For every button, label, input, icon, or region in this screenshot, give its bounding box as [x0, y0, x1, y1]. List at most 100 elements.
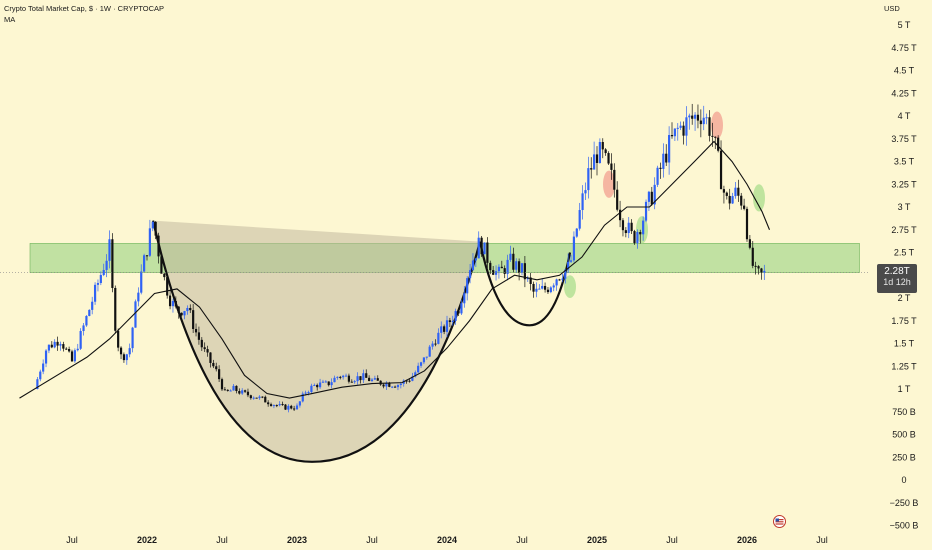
y-tick-label: 3 T	[898, 202, 911, 212]
candle-body	[613, 169, 616, 190]
candle-body	[298, 401, 301, 406]
currency-label[interactable]: USD	[884, 4, 900, 13]
candle-body	[238, 391, 241, 394]
candle-body	[102, 269, 105, 276]
candle-body	[391, 386, 394, 388]
candle-body	[642, 220, 645, 235]
green-highlight-1	[636, 216, 648, 244]
candle-body	[143, 255, 146, 272]
x-tick-label: Jul	[216, 535, 228, 545]
candle-body	[665, 153, 668, 163]
candle-body	[168, 295, 172, 307]
y-tick-label: 1.5 T	[894, 339, 915, 349]
x-tick-label: 2025	[587, 535, 607, 545]
candle-body	[751, 247, 754, 266]
candle-body	[466, 278, 469, 294]
candle-body	[676, 127, 679, 129]
candle-body	[151, 221, 154, 229]
candle-body	[454, 310, 457, 321]
candle-body	[373, 378, 376, 380]
last-price-label: 2.28T 1d 12h	[877, 264, 917, 293]
candle-body	[512, 253, 515, 270]
red-highlight-2	[711, 111, 723, 139]
green-highlight-3	[564, 275, 576, 298]
candle-body	[699, 120, 702, 125]
candle-body	[630, 222, 633, 232]
x-tick-label: Jul	[366, 535, 378, 545]
candle-body	[223, 389, 226, 391]
candle-body	[754, 265, 757, 267]
candle-body	[624, 230, 627, 234]
candle-body	[93, 284, 97, 302]
candle-body	[192, 310, 195, 329]
candle-body	[108, 239, 111, 261]
x-tick-label: 2023	[287, 535, 307, 545]
candle-body	[725, 192, 728, 196]
candle-body	[272, 405, 276, 407]
candle-body	[301, 393, 304, 402]
candle-body	[477, 237, 480, 259]
candle-body	[515, 261, 518, 270]
candle-body	[688, 115, 691, 118]
candle-body	[578, 210, 581, 229]
candle-body	[79, 331, 82, 349]
candle-body	[258, 396, 261, 399]
candle-body	[740, 195, 743, 206]
candle-body	[105, 260, 108, 270]
candle-body	[604, 149, 607, 154]
candle-body	[708, 117, 711, 136]
candle-body	[362, 373, 365, 381]
candle-body	[719, 150, 723, 190]
candle-body	[558, 279, 561, 281]
candle-body	[281, 404, 284, 406]
y-tick-label: 3.75 T	[891, 134, 917, 144]
y-tick-label: 5 T	[898, 20, 911, 30]
candle-body	[330, 382, 333, 386]
candle-body	[47, 344, 51, 351]
candle-body	[174, 300, 177, 307]
candle-body	[500, 266, 503, 269]
candle-body	[572, 236, 576, 261]
indicator-label[interactable]: MA	[4, 15, 16, 24]
y-tick-label: 1 T	[898, 384, 911, 394]
candle-body	[122, 354, 126, 361]
candle-body	[509, 253, 512, 260]
candle-body	[627, 222, 630, 234]
candle-body	[647, 191, 651, 202]
candle-body	[154, 221, 157, 236]
candle-body	[177, 306, 180, 313]
candle-body	[42, 363, 45, 372]
candle-body	[347, 375, 351, 382]
y-tick-label: 0	[901, 475, 906, 485]
candle-body	[428, 346, 431, 357]
candle-body	[621, 220, 625, 231]
candle-body	[252, 397, 255, 399]
candle-body	[714, 136, 717, 138]
candle-body	[293, 408, 296, 410]
candle-body	[451, 320, 454, 323]
candle-body	[474, 258, 477, 261]
candle-body	[520, 263, 524, 273]
candle-body	[659, 167, 662, 169]
candle-body	[431, 343, 434, 347]
candle-body	[359, 376, 362, 381]
candle-body	[618, 209, 622, 221]
candle-body	[131, 327, 134, 349]
candle-body	[483, 242, 486, 255]
candle-body	[518, 261, 521, 273]
candle-body	[497, 266, 501, 272]
flag-icon[interactable]	[773, 515, 786, 528]
candle-body	[350, 381, 353, 383]
candle-body	[639, 232, 642, 235]
y-tick-label: 1.75 T	[891, 316, 917, 326]
candle-body	[206, 349, 209, 353]
y-tick-label: 500 B	[892, 430, 916, 440]
y-tick-label: 3.5 T	[894, 157, 915, 167]
y-tick-label: 4.25 T	[891, 88, 917, 98]
candle-body	[203, 347, 206, 350]
candle-body	[39, 371, 42, 380]
candle-body	[157, 235, 160, 257]
red-highlight-1	[603, 170, 615, 198]
